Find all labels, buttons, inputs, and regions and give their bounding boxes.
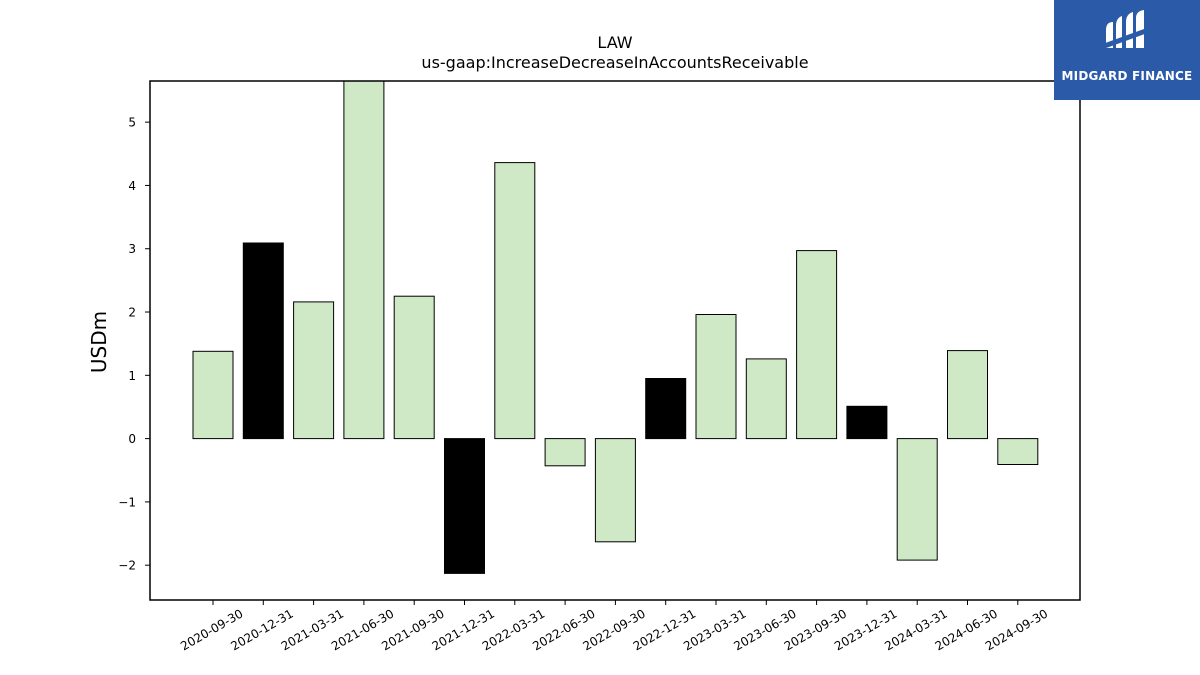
- y-tick-label: −1: [118, 495, 136, 509]
- y-tick-label: 0: [128, 432, 136, 446]
- brand-logo: [1054, 0, 1200, 100]
- chart-title: LAW: [597, 33, 632, 52]
- bar-2020-09-30: [192, 350, 234, 440]
- bar-2022-09-30: [594, 438, 636, 543]
- bar-2023-09-30: [796, 250, 838, 440]
- bar-2021-03-31: [293, 301, 335, 440]
- bar-2023-12-31: [846, 405, 888, 440]
- y-tick-label: 4: [128, 179, 136, 193]
- bar-2021-06-30: [343, 80, 385, 440]
- bar-2024-03-31: [896, 438, 938, 561]
- y-tick-label: 3: [128, 242, 136, 256]
- bar-2024-09-30: [997, 438, 1039, 466]
- bar-2020-12-31: [242, 242, 284, 440]
- bar-2023-03-31: [695, 314, 737, 440]
- bar-2022-06-30: [544, 438, 586, 467]
- x-axis: 2020-09-302020-12-312021-03-312021-06-30…: [178, 600, 1050, 653]
- y-axis-label: USDm: [87, 311, 111, 373]
- bar-2021-09-30: [393, 295, 435, 440]
- bar-2022-12-31: [645, 378, 687, 440]
- y-axis: −2 −1 0 1 2 3 4 5: [118, 116, 150, 573]
- y-tick-label: −2: [118, 559, 136, 573]
- y-tick-label: 5: [128, 116, 136, 130]
- brand-logo-icon: [1104, 10, 1146, 49]
- bar-2023-06-30: [745, 358, 787, 440]
- bar-2024-06-30: [947, 350, 988, 440]
- y-tick-label: 1: [128, 369, 136, 383]
- brand-name: MIDGARD FINANCE: [1061, 69, 1193, 83]
- bar-2021-12-31: [444, 438, 485, 574]
- chart-subtitle: us-gaap:IncreaseDecreaseInAccountsReceiv…: [421, 53, 808, 72]
- bar-2022-03-31: [494, 162, 536, 440]
- y-tick-label: 2: [128, 306, 136, 320]
- bars: [192, 80, 1039, 574]
